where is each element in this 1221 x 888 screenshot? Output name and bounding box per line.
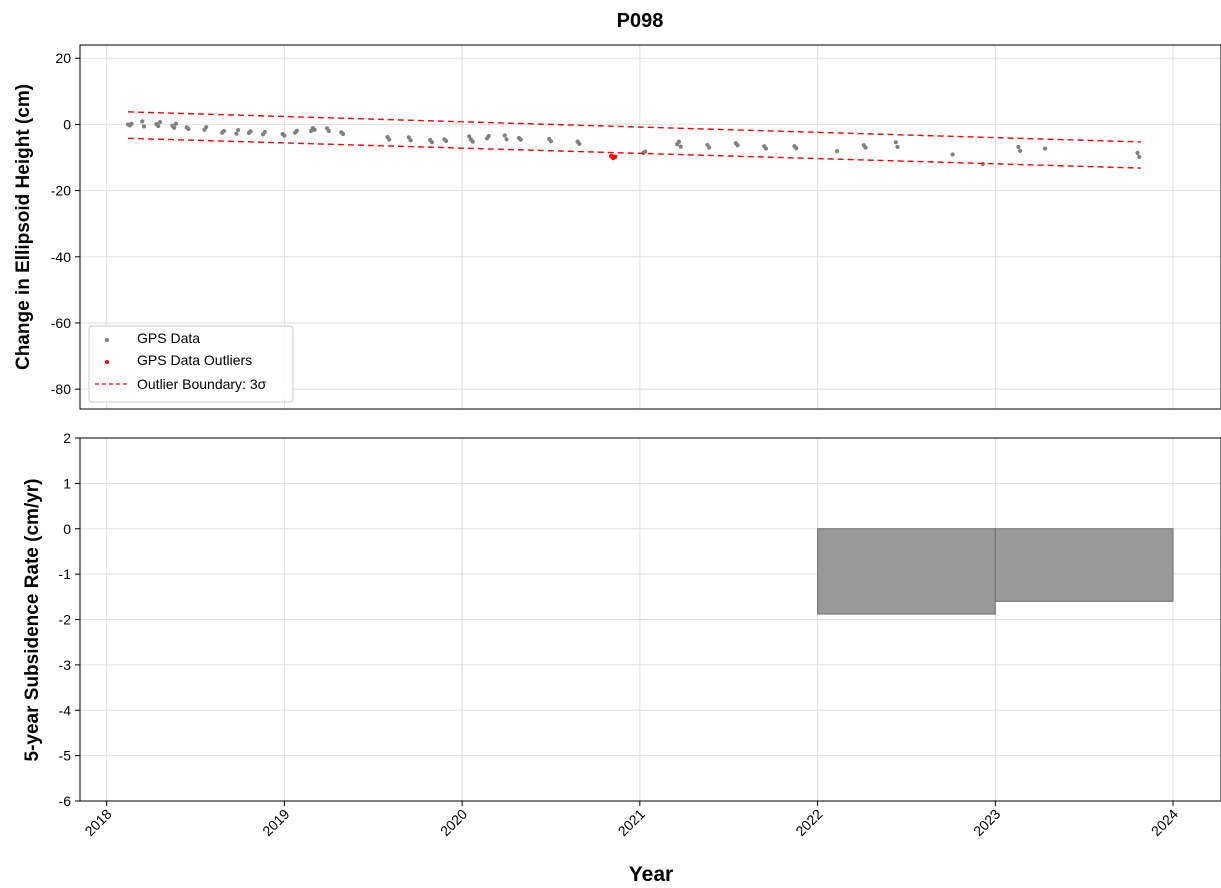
gps-point: [707, 145, 712, 150]
subsidence-rate-bar: [817, 528, 996, 615]
rate-panel: 2 1 0 -1 -2 -3 -4 -5 -6 2018 2019 2020 2021 2022 2023…: [22, 430, 1221, 839]
outlier-point: [612, 154, 618, 160]
x-axis-ticks: 2018 2019 2020 2021 2022 2023 2024: [81, 801, 1181, 839]
y-tick-label: -20: [51, 183, 71, 199]
gps-point: [173, 121, 179, 126]
outlier-boundary-line: [127, 111, 1142, 143]
y-tick-label: -1: [59, 566, 72, 582]
legend-label-outlier-boundary: Outlier Boundary: 3σ: [137, 376, 267, 392]
height-y-ticks: 20 0 -20 -40 -60 -80: [51, 50, 80, 397]
gps-point: [467, 134, 472, 139]
y-tick-label: 0: [63, 116, 71, 132]
y-tick-label: -40: [51, 249, 71, 265]
gps-point: [893, 140, 898, 145]
x-tick-label: 2024: [1148, 806, 1181, 839]
y-tick-label: 0: [63, 521, 71, 537]
gps-point: [129, 121, 134, 126]
gps-point: [794, 146, 799, 151]
gps-point: [326, 128, 331, 134]
gps-point: [643, 149, 648, 154]
gps-point: [470, 139, 475, 144]
height-panel: 20 0 -20 -40 -60 -80 Change in Ellipsoid Heig…: [13, 44, 1221, 410]
gps-point: [340, 131, 346, 137]
gps-point: [863, 145, 868, 150]
height-ylabel: Change in Ellipsoid Height (cm): [13, 84, 34, 370]
gps-point: [1135, 150, 1140, 155]
gps-point: [186, 126, 191, 132]
gps-point: [156, 123, 161, 129]
legend-box: [88, 325, 294, 403]
chart-title: P098: [617, 10, 664, 32]
gps-point: [1042, 146, 1048, 151]
rate-grid: [80, 437, 1221, 802]
height-grid: [80, 45, 1221, 409]
gps-point: [577, 141, 582, 147]
y-tick-label: -5: [59, 748, 72, 764]
gps-point: [444, 138, 449, 144]
gps-point: [518, 137, 523, 142]
gps-point: [294, 128, 299, 133]
x-tick-label: 2021: [615, 806, 648, 839]
x-tick-label: 2022: [792, 806, 825, 839]
gps-point: [504, 137, 509, 142]
gps-point: [676, 139, 682, 144]
y-tick-label: -3: [59, 657, 72, 673]
gps-point: [248, 129, 253, 134]
gps-point: [735, 143, 740, 148]
height-panel-frame: [79, 44, 1221, 410]
gps-point: [221, 128, 227, 134]
y-tick-label: -80: [51, 381, 71, 397]
gps-point: [548, 139, 554, 144]
y-tick-label: -2: [59, 612, 72, 628]
outlier-boundary-line: [127, 137, 1142, 169]
gps-point: [157, 120, 163, 125]
gps-point: [429, 140, 434, 145]
x-tick-label: 2018: [81, 806, 114, 839]
gps-point: [950, 152, 955, 157]
rate-ylabel: 5-year Subsidence Rate (cm/yr): [22, 478, 43, 761]
y-tick-label: -6: [59, 793, 72, 809]
y-tick-label: 20: [55, 50, 71, 66]
height-data: [125, 111, 1142, 169]
legend-label-gps-outliers: GPS Data Outliers: [137, 352, 252, 368]
x-tick-label: 2019: [259, 806, 292, 839]
gps-point: [312, 127, 317, 132]
y-tick-label: 1: [63, 475, 71, 491]
x-tick-label: 2023: [970, 806, 1003, 839]
y-tick-label: -4: [59, 702, 72, 718]
gps-point: [895, 144, 900, 150]
gps-point: [234, 131, 239, 136]
gps-point: [678, 144, 683, 149]
legend-label-gps-data: GPS Data: [137, 330, 200, 346]
rate-y-ticks: 2 1 0 -1 -2 -3 -4 -5 -6: [59, 430, 80, 809]
legend-marker-gps-data: [105, 338, 109, 342]
subsidence-rate-bar: [994, 528, 1174, 602]
x-axis-label: Year: [629, 863, 673, 886]
gps-point: [204, 124, 209, 130]
gps-point: [282, 133, 287, 138]
gps-point: [502, 133, 507, 138]
rate-data: [817, 528, 1174, 615]
y-tick-label: -60: [51, 315, 71, 331]
gps-point: [1137, 154, 1142, 159]
gps-point: [486, 133, 491, 139]
gps-point: [262, 129, 267, 135]
gps-point: [140, 119, 145, 124]
gps-point: [387, 137, 392, 142]
gps-point: [763, 146, 769, 151]
x-tick-label: 2020: [437, 806, 470, 839]
legend: GPS Data GPS Data Outliers Outlier Bound…: [88, 325, 294, 403]
legend-marker-gps-outliers: [105, 360, 109, 364]
gps-point: [172, 125, 177, 130]
gps-point: [835, 149, 840, 154]
gps-point: [1018, 148, 1023, 153]
gps-point: [141, 124, 147, 129]
gps-point: [408, 138, 413, 143]
gps-point: [236, 127, 241, 133]
y-tick-label: 2: [63, 430, 71, 446]
gps-point: [1016, 144, 1021, 150]
